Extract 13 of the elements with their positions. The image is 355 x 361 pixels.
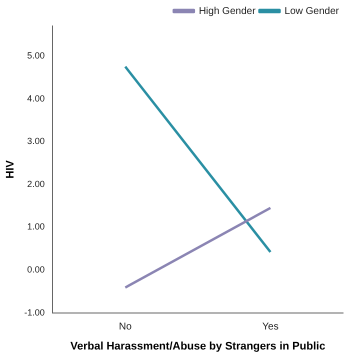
legend-label: High Gender <box>198 6 256 17</box>
x-tick-label: No <box>118 322 132 333</box>
y-tick-label: 0.00 <box>27 264 45 274</box>
legend-label: Low Gender <box>284 6 340 17</box>
y-tick-label: 5.00 <box>27 50 45 60</box>
y-tick-label: 3.00 <box>27 136 45 146</box>
y-tick-label: 1.00 <box>27 222 45 232</box>
y-tick-label: -1.00 <box>24 307 45 318</box>
y-axis-title: HIV <box>4 160 17 179</box>
y-tick-label: 2.00 <box>27 178 45 189</box>
x-tick-label: Yes <box>262 322 279 333</box>
x-axis-title: Verbal Harassment/Abuse by Strangers in Public <box>70 340 326 352</box>
y-tick-label: 4.00 <box>27 93 45 104</box>
